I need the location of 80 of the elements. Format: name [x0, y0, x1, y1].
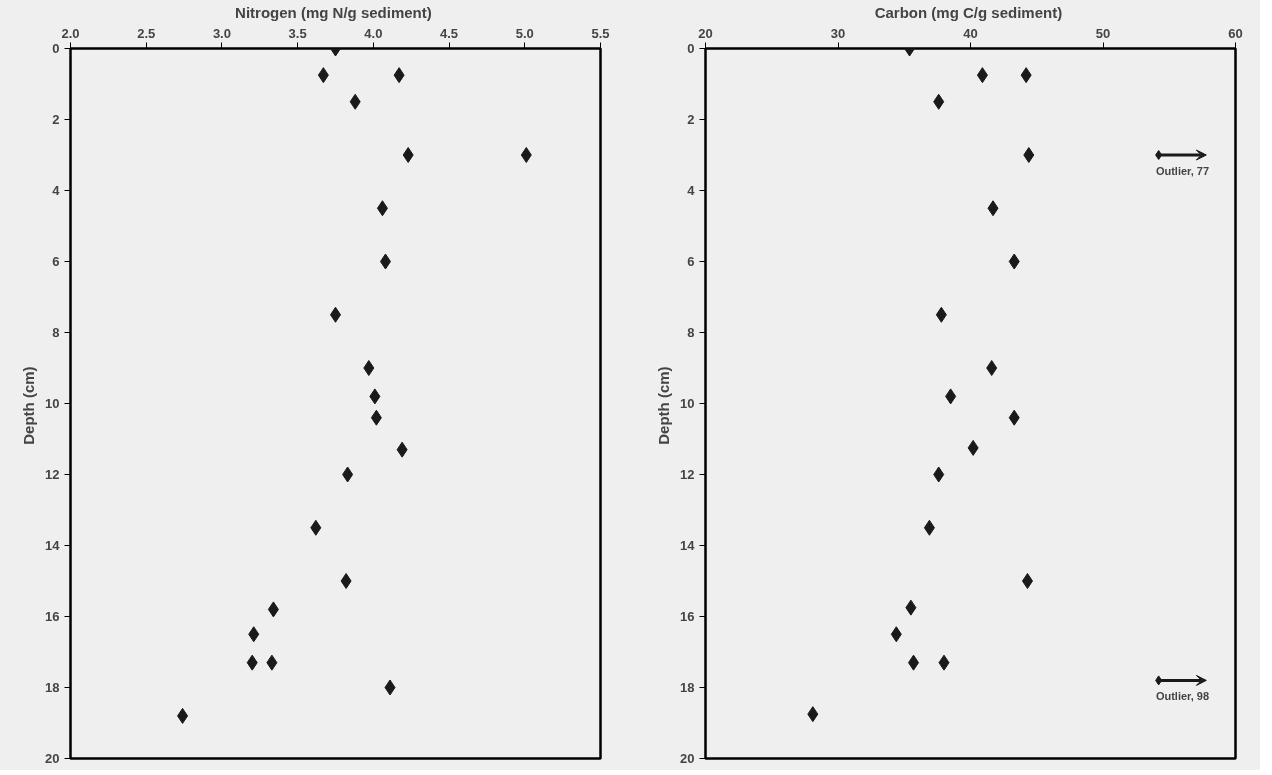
point	[967, 439, 979, 456]
x-tick-label: 5.0	[515, 25, 534, 41]
x-axis-title: Nitrogen (mg N/g sediment)	[235, 3, 432, 21]
point	[266, 654, 278, 671]
point	[340, 573, 352, 589]
point	[349, 93, 361, 110]
point	[267, 601, 279, 618]
x-tick-label: 5.5	[591, 25, 610, 41]
y-tick-label: 6	[52, 254, 60, 269]
annotation: Outlier, 98	[1155, 690, 1210, 703]
point	[369, 388, 381, 405]
x-tick-label: 2.0	[61, 25, 80, 41]
y-tick-label: 8	[687, 325, 695, 340]
point	[938, 654, 950, 671]
point	[976, 67, 988, 84]
y-tick-label: 14	[680, 538, 696, 553]
point	[923, 519, 935, 536]
point	[317, 67, 329, 84]
point	[1008, 409, 1020, 426]
point	[807, 706, 819, 723]
point	[246, 654, 258, 671]
point	[177, 707, 189, 724]
point	[935, 306, 947, 323]
x-tick-label: 40	[963, 25, 978, 41]
y-tick-label: 18	[680, 680, 695, 695]
x-tick-label: 4.5	[440, 25, 459, 41]
point	[933, 466, 945, 483]
point	[933, 93, 945, 110]
x-tick-label: 3.0	[212, 25, 231, 41]
x-tick-label: 4.0	[364, 25, 383, 41]
y-tick-label: 12	[45, 467, 60, 482]
point	[986, 360, 998, 376]
y-tick-label: 16	[680, 609, 695, 624]
y-tick-label: 20	[45, 751, 60, 766]
point	[370, 409, 382, 426]
point	[520, 147, 532, 163]
x-tick-label: 20	[698, 25, 713, 41]
y-tick-label: 4	[52, 183, 61, 198]
point	[393, 67, 405, 84]
x-tick-label: 30	[830, 25, 846, 41]
point	[402, 147, 414, 163]
y-tick-label: 10	[680, 396, 695, 411]
point	[1020, 67, 1032, 84]
point	[310, 519, 322, 536]
y-tick-label: 14	[45, 538, 61, 553]
y-tick-label: 20	[680, 751, 695, 766]
point	[890, 626, 902, 643]
y-tick-label: 16	[45, 609, 60, 624]
point	[1021, 573, 1033, 589]
y-axis-title: Depth (cm)	[20, 366, 38, 445]
point	[908, 654, 920, 671]
point	[376, 200, 388, 217]
y-tick-label: 4	[687, 183, 696, 198]
point	[363, 360, 375, 376]
point	[342, 466, 354, 483]
y-tick-label: 2	[687, 112, 695, 127]
x-tick-label: 3.5	[288, 25, 307, 41]
point	[248, 626, 260, 643]
y-axis-title: Depth (cm)	[655, 366, 673, 445]
point	[1023, 147, 1035, 163]
y-tick-label: 6	[687, 254, 695, 269]
point	[987, 200, 999, 217]
y-tick-label: 2	[52, 112, 60, 127]
y-tick-label: 0	[52, 41, 60, 56]
x-tick-label: 50	[1095, 25, 1111, 41]
x-tick-label: 2.5	[137, 25, 156, 41]
point	[945, 388, 957, 405]
y-tick-label: 0	[687, 41, 695, 56]
point	[396, 441, 408, 458]
annotation: Outlier, 77	[1155, 165, 1210, 177]
point	[1008, 253, 1020, 270]
y-tick-label: 12	[680, 467, 695, 482]
y-tick-label: 10	[45, 396, 60, 411]
x-tick-label: 60	[1228, 25, 1243, 41]
point	[905, 599, 917, 616]
point	[384, 679, 396, 696]
point	[379, 253, 391, 270]
y-tick-label: 18	[45, 680, 60, 695]
x-axis-title: Carbon (mg C/g sediment)	[874, 3, 1063, 21]
y-tick-label: 8	[52, 325, 60, 340]
